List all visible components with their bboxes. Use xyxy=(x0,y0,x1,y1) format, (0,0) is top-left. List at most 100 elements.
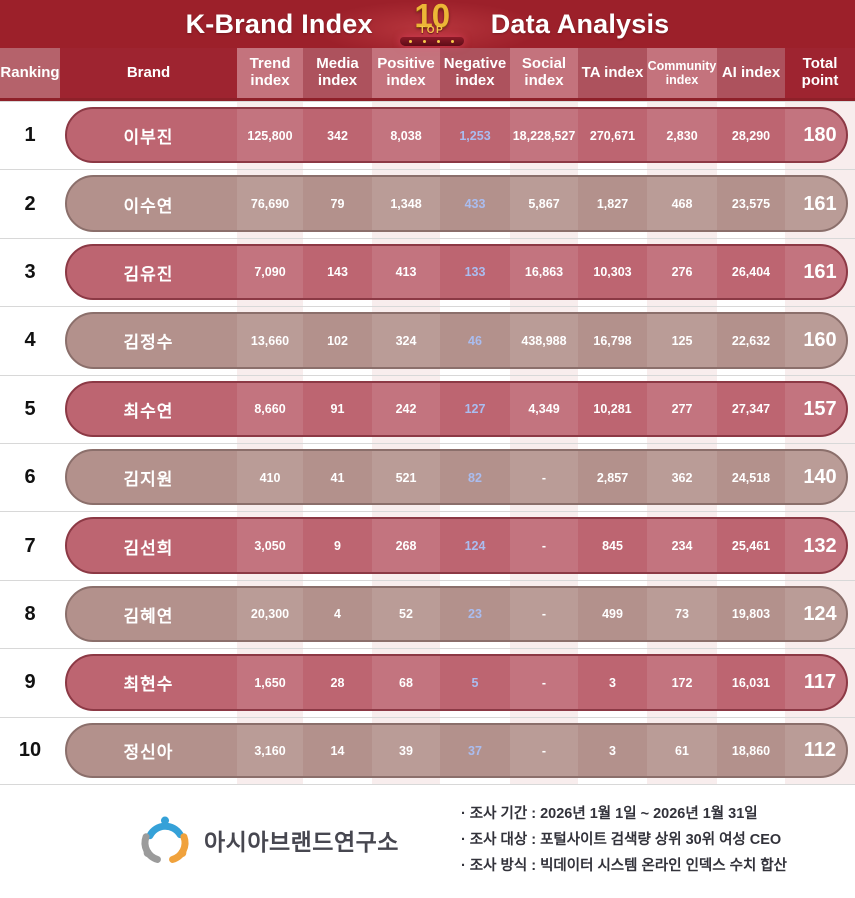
pill-column-stripe xyxy=(372,587,440,641)
column-header-trend-index: Trend index xyxy=(237,48,303,98)
rank-number: 9 xyxy=(24,671,36,694)
table-row: 3 김유진 7,090 143 413 133 16,863 10,303 276 26,404 1… xyxy=(0,237,855,306)
brand-name: 최현수 xyxy=(123,675,174,695)
cell-value: 27,347 xyxy=(731,402,771,417)
cell-value: 102 xyxy=(327,333,348,348)
pill-column-stripe xyxy=(510,314,578,367)
cell-value: 3 xyxy=(609,743,616,758)
pill-column-stripe xyxy=(785,245,846,299)
pill-column-stripe xyxy=(237,314,303,367)
row-cells: 10 정신아 3,160 14 39 37 - 3 61 18,860 112 xyxy=(0,718,855,784)
cell-value: 125 xyxy=(671,333,693,348)
cell-value: 4 xyxy=(334,607,341,622)
pill-column-stripe xyxy=(510,382,578,435)
cell-value: 16,031 xyxy=(731,675,771,690)
rank-number: 7 xyxy=(24,534,36,557)
cell-value: 499 xyxy=(602,607,623,622)
pill-column-stripe xyxy=(237,177,303,230)
brand-name: 최수연 xyxy=(123,401,174,421)
cell-value: 91 xyxy=(330,402,345,417)
pill-column-stripe xyxy=(510,724,578,776)
pill-column-stripe xyxy=(372,382,440,435)
pill-column-stripe xyxy=(237,382,303,435)
row-cells: 3 김유진 7,090 143 413 133 16,863 10,303 276 26,404 1… xyxy=(0,239,855,306)
cell-value: 277 xyxy=(671,402,693,417)
pill-column-stripe xyxy=(237,109,303,162)
brand-name: 김정수 xyxy=(123,333,174,353)
cell-value: 362 xyxy=(671,470,693,485)
pill-column-stripe xyxy=(785,382,846,435)
row-cells: 2 이수연 76,690 79 1,348 433 5,867 1,827 468 23,575 1… xyxy=(0,170,855,237)
cell-value: 68 xyxy=(399,675,413,690)
cell-value: 73 xyxy=(675,607,689,622)
row-pill xyxy=(65,517,848,574)
pill-column-stripe xyxy=(510,519,578,572)
table-row: 9 최현수 1,650 28 68 5 - 3 172 16,031 117 xyxy=(0,648,855,716)
cell-value: 3 xyxy=(609,675,616,690)
negative-index-value: 5 xyxy=(471,675,479,690)
trophy-number: 10 xyxy=(414,0,450,34)
table-row: 2 이수연 76,690 79 1,348 433 5,867 1,827 468 23,575 1… xyxy=(0,169,855,237)
negative-index-value: 37 xyxy=(468,743,482,758)
survey-note-line: · 조사 방식 : 빅데이터 시스템 온라인 인덱스 수치 합산 xyxy=(460,857,788,874)
footer: 아시아브랜드연구소 · 조사 기간 : 2026년 1월 1일 ~ 2026년 … xyxy=(0,785,855,895)
cell-value: 24,518 xyxy=(731,470,771,485)
pill-column-stripe xyxy=(647,656,717,709)
row-cells: 6 김지원 410 41 521 82 - 2,857 362 24,518 140 xyxy=(0,444,855,511)
row-cells: 9 최현수 1,650 28 68 5 - 3 172 16,031 117 xyxy=(0,649,855,716)
cell-value: - xyxy=(541,470,547,485)
cell-value: 79 xyxy=(330,197,345,212)
cell-value: 10,303 xyxy=(593,265,632,280)
column-header-ai-index: AI index xyxy=(717,48,785,98)
cell-value: 242 xyxy=(395,402,417,417)
cell-value: 39 xyxy=(399,743,413,758)
pill-column-stripe xyxy=(647,587,717,641)
survey-note-line: · 조사 기간 : 2026년 1월 1일 ~ 2026년 1월 31일 xyxy=(460,805,758,822)
pill-column-stripe xyxy=(647,450,717,504)
table-row: 4 김정수 13,660 102 324 46 438,988 16,798 125 22,632… xyxy=(0,306,855,374)
pill-column-stripe xyxy=(785,450,846,504)
pill-column-stripe xyxy=(647,724,717,776)
negative-index-value: 127 xyxy=(464,402,486,417)
table-body: 1 이부진 125,800 342 8,038 1,253 18,228,527 270,67… xyxy=(0,101,855,785)
asia-brand-institute-logo-icon xyxy=(141,816,189,863)
logo-text: 아시아브랜드연구소 xyxy=(204,829,399,855)
cell-value: 28 xyxy=(330,675,345,690)
row-cells: 4 김정수 13,660 102 324 46 438,988 16,798 125 22,632… xyxy=(0,307,855,374)
pill-column-stripe xyxy=(510,177,578,230)
row-pill xyxy=(65,654,848,711)
negative-index-value: 82 xyxy=(468,470,482,485)
brand-name: 김지원 xyxy=(123,470,174,490)
total-point: 112 xyxy=(803,739,837,762)
cell-value: 2,830 xyxy=(666,128,698,143)
cell-value: 2,857 xyxy=(596,470,629,485)
cell-value: 8,038 xyxy=(390,128,422,143)
cell-value: 61 xyxy=(675,743,689,758)
pill-column-stripe xyxy=(785,656,846,709)
total-point: 161 xyxy=(803,260,837,283)
rank-number: 10 xyxy=(18,739,42,762)
trophy-top-label: TOP xyxy=(419,25,445,36)
table-row: 1 이부진 125,800 342 8,038 1,253 18,228,527 270,67… xyxy=(0,101,855,169)
pill-column-stripe xyxy=(372,519,440,572)
pill-column-stripe xyxy=(237,724,303,776)
total-point: 124 xyxy=(803,602,837,625)
cell-value: - xyxy=(541,539,547,554)
pill-column-stripe xyxy=(785,177,846,230)
pill-column-stripe xyxy=(785,109,846,162)
top10-trophy-icon: 10 TOP xyxy=(389,0,475,48)
cell-value: 76,690 xyxy=(250,197,290,212)
survey-notes: · 조사 기간 : 2026년 1월 1일 ~ 2026년 1월 31일 · 조사… xyxy=(461,804,787,877)
column-header-brand: Brand xyxy=(60,48,237,98)
cell-value: 26,404 xyxy=(731,265,771,280)
total-point: 132 xyxy=(803,534,837,557)
logo-block: 아시아브랜드연구소 xyxy=(138,813,399,867)
survey-note-line: · 조사 대상 : 포털사이트 검색량 상위 30위 여성 CEO xyxy=(460,831,782,848)
row-cells: 8 김혜연 20,300 4 52 23 - 499 73 19,803 124 xyxy=(0,581,855,648)
rank-number: 5 xyxy=(24,397,36,420)
table-row: 8 김혜연 20,300 4 52 23 - 499 73 19,803 124 xyxy=(0,579,855,648)
pill-column-stripe xyxy=(237,450,303,504)
row-pill xyxy=(65,312,848,369)
cell-value: 268 xyxy=(395,539,417,554)
